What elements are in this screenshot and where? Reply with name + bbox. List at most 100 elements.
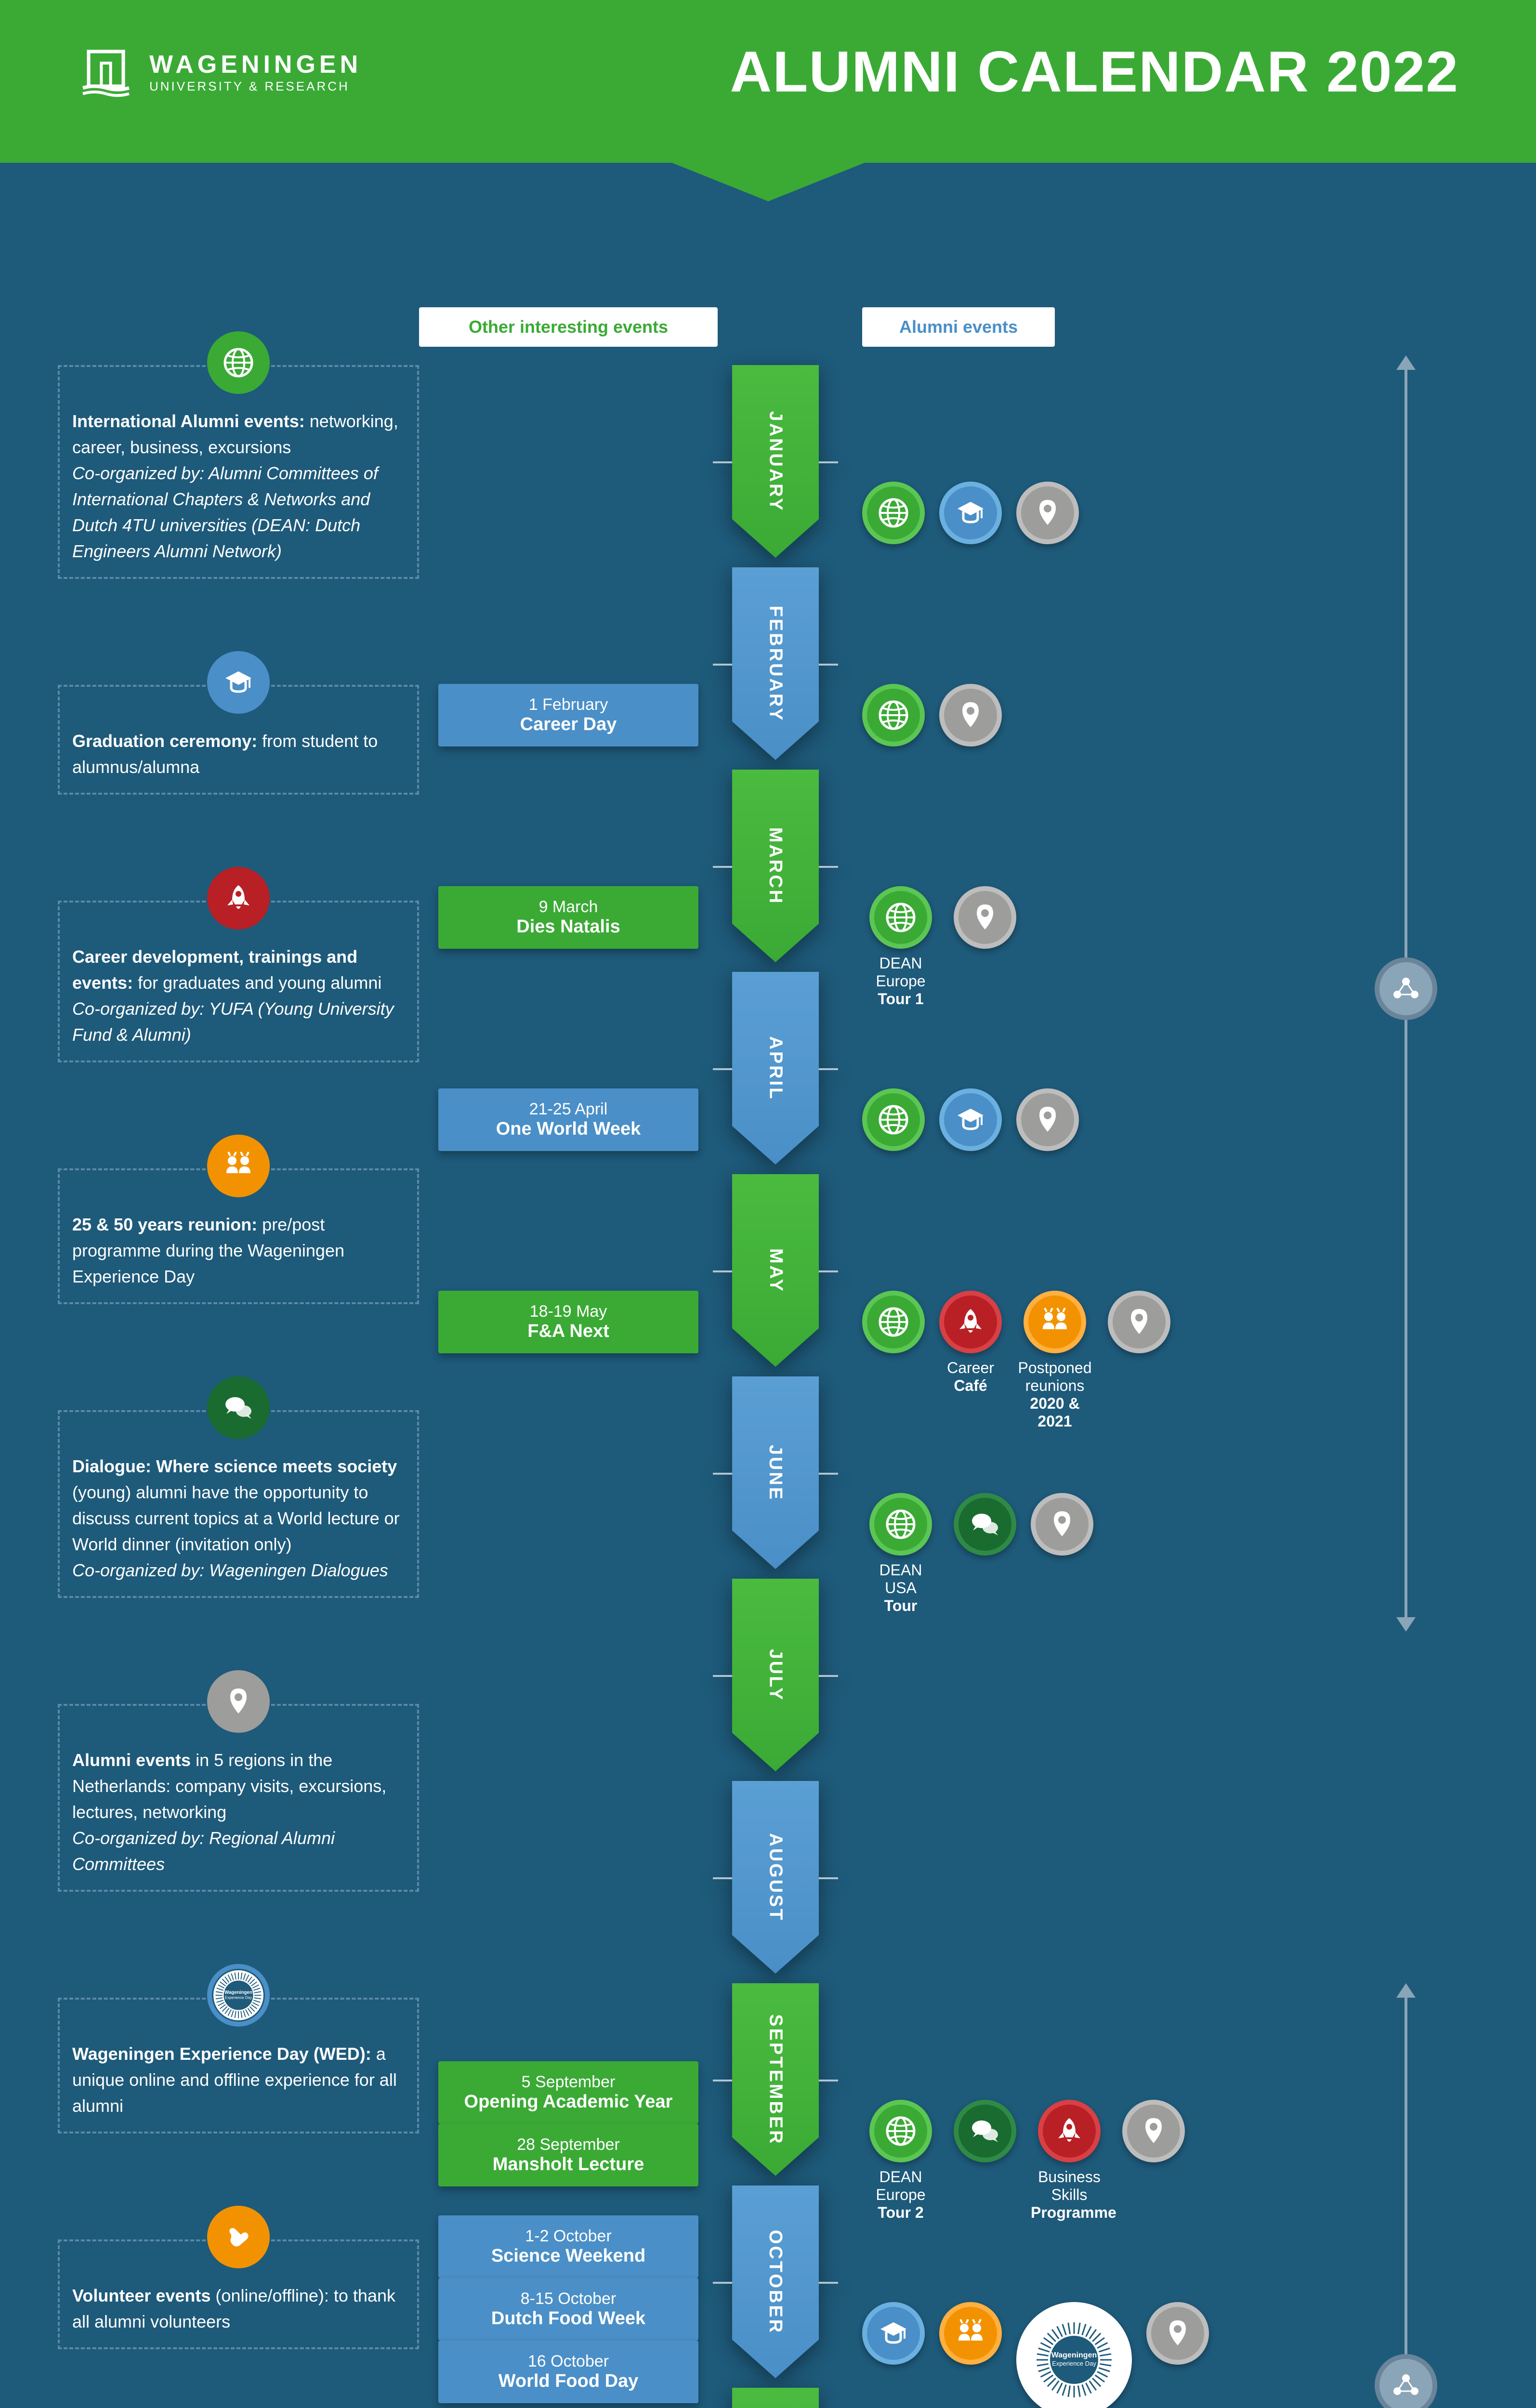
globe-icon — [869, 2100, 932, 2162]
icon-wrap — [1146, 2302, 1209, 2365]
alumni-event-row: DEAN USATour — [862, 1493, 1093, 1615]
event-name: Opening Academic Year — [464, 2092, 673, 2112]
alumni-event-row — [862, 1088, 1079, 1151]
svg-text:Wageningen: Wageningen — [224, 1990, 252, 1995]
month-label: OCTOBER — [765, 2229, 786, 2334]
icon-wrap — [954, 2100, 1016, 2162]
logo-icon — [77, 43, 135, 101]
legend-card: Graduation ceremony: from student to alu… — [58, 666, 419, 795]
icon-label: Postponed reunions2020 & 2021 — [1016, 1359, 1093, 1430]
side-rail — [1334, 307, 1478, 2408]
icon-wrap: CareerCafé — [939, 1291, 1002, 1395]
event-date: 1 February — [458, 695, 679, 714]
legend-text: Graduation ceremony: from student to alu… — [72, 728, 405, 780]
month-january: JANUARY — [732, 365, 819, 558]
main-grid: International Alumni events: networking,… — [0, 163, 1536, 2408]
icon-wrap — [939, 482, 1002, 544]
alumni-event-row — [862, 482, 1079, 544]
month-label: APRIL — [765, 1036, 786, 1100]
alumni-event-row — [862, 684, 1002, 746]
pin-icon — [1122, 2100, 1185, 2162]
network-icon — [1375, 2354, 1437, 2408]
legend-card: 25 & 50 years reunion: pre/post programm… — [58, 1149, 419, 1304]
grad-icon — [207, 651, 270, 714]
pin-icon — [1146, 2302, 1209, 2365]
month-april: APRIL — [732, 972, 819, 1165]
globe-icon — [869, 1493, 932, 1556]
event-date: 8-15 October — [458, 2290, 679, 2308]
people-icon — [1024, 1291, 1086, 1353]
alumni-event-row: DEAN EuropeTour 1 — [862, 886, 1016, 1008]
pin-icon — [207, 1670, 270, 1733]
legend-column: International Alumni events: networking,… — [58, 307, 419, 2408]
icon-wrap — [939, 684, 1002, 746]
legend-text: International Alumni events: networking,… — [72, 408, 405, 564]
globe-icon — [862, 1291, 925, 1353]
legend-text: Dialogue: Where science meets society (y… — [72, 1453, 405, 1584]
page-title: ALUMNI CALENDAR 2022 — [730, 39, 1459, 105]
people-icon — [207, 1135, 270, 1197]
legend-text: Volunteer events (online/offline): to th… — [72, 2283, 405, 2335]
event-box: 1 FebruaryCareer Day — [438, 684, 698, 746]
legend-card: Career development, trainings and events… — [58, 881, 419, 1062]
globe-icon — [862, 684, 925, 746]
event-date: 21-25 April — [458, 1100, 679, 1119]
globe-icon — [869, 886, 932, 949]
event-date: 18-19 May — [458, 1302, 679, 1321]
month-label: MARCH — [765, 827, 786, 904]
icon-wrap: DEAN USATour — [862, 1493, 939, 1615]
timeline-column: JANUARY FEBRUARY MARCH APRIL MAY JUNE JULY AUGU… — [718, 307, 833, 2408]
month-label: JULY — [765, 1649, 786, 1701]
event-box: 5 SeptemberOpening Academic Year — [438, 2061, 698, 2124]
month-label: JUNE — [765, 1444, 786, 1501]
event-name: One World Week — [496, 1119, 641, 1139]
event-box: 9 MarchDies Natalis — [438, 886, 698, 949]
month-june: JUNE — [732, 1376, 819, 1569]
svg-text:Wageningen: Wageningen — [1051, 2351, 1097, 2359]
icon-label: DEAN EuropeTour 2 — [862, 2168, 939, 2222]
event-name: Dutch Food Week — [491, 2308, 645, 2329]
alumni-events-column: Alumni events DEAN EuropeTour 1CareerCaf… — [833, 307, 1334, 2408]
wed-icon: WageningenExperience Day — [1016, 2302, 1132, 2408]
rocket-icon — [939, 1291, 1002, 1353]
icon-wrap — [862, 1088, 925, 1151]
legend-text: 25 & 50 years reunion: pre/post programm… — [72, 1212, 405, 1290]
logo: WAGENINGEN UNIVERSITY & RESEARCH — [77, 43, 362, 101]
event-box: 8-15 OctoberDutch Food Week — [438, 2278, 698, 2341]
alumni-event-row: DEAN EuropeTour 2 Business SkillsProgramm… — [862, 2100, 1185, 2222]
icon-wrap — [862, 1291, 925, 1353]
logo-name: WAGENINGEN — [149, 50, 362, 79]
globe-icon — [207, 331, 270, 394]
pin-icon — [939, 684, 1002, 746]
icon-wrap — [1031, 1493, 1093, 1556]
event-name: Career Day — [520, 714, 617, 734]
month-label: AUGUST — [765, 1833, 786, 1922]
chat-icon — [207, 1376, 270, 1439]
other-events-column: Other interesting events 1 FebruaryCaree… — [419, 307, 718, 2408]
legend-text: Wageningen Experience Day (WED): a uniqu… — [72, 2041, 405, 2119]
month-november: NOVEMBER — [732, 2388, 819, 2408]
month-october: OCTOBER — [732, 2186, 819, 2378]
event-date: 5 September — [458, 2073, 679, 2092]
hands-icon — [207, 2206, 270, 2268]
legend-card: Alumni events in 5 regions in the Nether… — [58, 1685, 419, 1892]
rocket-icon — [1038, 2100, 1101, 2162]
grad-icon — [939, 482, 1002, 544]
chat-icon — [954, 2100, 1016, 2162]
icon-wrap: WageningenExperience DaySaturday1 Octobe… — [1016, 2302, 1132, 2408]
chat-icon — [954, 1493, 1016, 1556]
pin-icon — [1031, 1493, 1093, 1556]
legend-card: WageningenExperience Day Wageningen Expe… — [58, 1978, 419, 2133]
alumni-event-row: CareerCaféPostponed reunions2020 & 2021 — [862, 1291, 1170, 1430]
alumni-event-row: WageningenExperience DaySaturday1 Octobe… — [862, 2302, 1209, 2408]
month-february: FEBRUARY — [732, 567, 819, 760]
legend-text: Alumni events in 5 regions in the Nether… — [72, 1747, 405, 1877]
event-box: 16 OctoberWorld Food Day — [438, 2341, 698, 2403]
wed-icon: WageningenExperience Day — [207, 1964, 270, 2027]
icon-wrap — [862, 482, 925, 544]
icon-label: Business SkillsProgramme — [1031, 2168, 1108, 2222]
people-icon — [939, 2302, 1002, 2365]
event-date: 28 September — [458, 2135, 679, 2154]
globe-icon — [862, 1088, 925, 1151]
month-label: MAY — [765, 1248, 786, 1293]
